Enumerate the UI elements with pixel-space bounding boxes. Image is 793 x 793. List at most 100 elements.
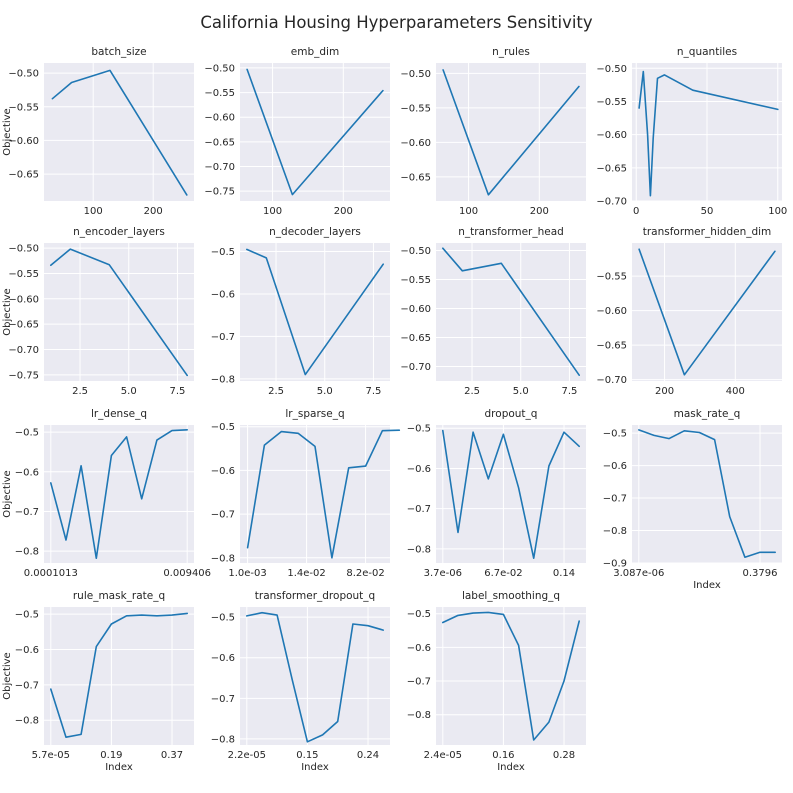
y-axis-label: Objective [2,470,13,517]
subplot-title: n_quantiles [677,46,737,58]
subplot-transformer-dropout-q: −0.5 −0.6 −0.7 −0.8 2.2e-05 0.15 0.24 transform… [211,590,390,773]
subplot-title: label_smoothing_q [462,590,560,602]
y-tick-label: −0.55 [400,275,431,286]
series-line [246,429,401,559]
series-line [246,248,385,376]
y-tick-label: −0.55 [596,272,627,283]
y-tick-label: −0.55 [8,269,39,280]
x-tick-label: 2.2e-05 [228,750,266,761]
y-tick-label: −0.60 [596,306,627,317]
y-tick-label: −0.65 [204,137,235,148]
x-tick-label: 0.24 [357,750,379,761]
series-line [442,69,580,196]
y-tick-label: −0.5 [211,422,235,433]
y-tick-label: −0.55 [204,88,235,99]
y-tick-label: −0.6 [211,289,235,300]
plot-background [436,243,586,381]
x-tick-label: 200 [530,206,549,217]
x-axis-label: Index [497,762,525,773]
y-tick-label: −0.6 [603,461,627,472]
series-line [637,429,777,559]
subplot-lr-sparse-q: −0.5 −0.6 −0.7 −0.8 1.0e-03 1.4e-02 8.2e-02 lr_… [211,408,401,579]
y-tick-label: −0.5 [407,609,431,620]
y-tick-label: −0.8 [15,547,39,558]
y-tick-label: −0.8 [211,734,235,745]
x-tick-label: 0.15 [296,750,318,761]
plot-background [44,243,194,381]
x-tick-label: 2.5 [72,386,88,397]
x-tick-label: 0.16 [492,750,514,761]
y-tick-label: −0.60 [204,113,235,124]
series-line [51,69,188,196]
plot-background [240,607,390,745]
y-tick-label: −0.50 [400,246,431,257]
y-tick-label: −0.60 [400,138,431,149]
y-tick-label: −0.55 [400,103,431,114]
y-tick-label: −0.75 [8,370,39,381]
y-tick-label: −0.70 [204,162,235,173]
y-tick-label: −0.50 [596,64,627,75]
plot-background [44,425,194,563]
series-line [441,247,581,377]
x-tick-label: 7.5 [561,386,577,397]
subplot-n-rules: −0.50 −0.55 −0.60 −0.65 100 200 n_rules [400,46,586,217]
y-tick-label: −0.65 [596,341,627,352]
y-tick-label: −0.60 [400,304,431,315]
x-tick-label: 0.3796 [743,568,778,579]
series-line [49,612,188,739]
series-line [441,429,581,560]
y-tick-label: −0.8 [407,544,431,555]
plot-background [436,607,586,745]
y-tick-label: −0.5 [603,429,627,440]
y-tick-label: −0.60 [8,294,39,305]
subplot-n-encoder-layers: −0.50 −0.55 −0.60 −0.65 −0.70 −0.75 2.5 5.0 7.5 n… [2,226,194,397]
x-tick-label: 100 [768,206,787,217]
x-tick-label: 5.0 [513,386,529,397]
y-tick-label: −0.7 [603,494,627,505]
y-tick-label: −0.8 [211,374,235,385]
y-tick-label: −0.7 [407,504,431,515]
subplot-emb-dim: −0.50 −0.55 −0.60 −0.65 −0.70 −0.75 100 200 emb_… [204,46,390,217]
y-tick-label: −0.50 [400,69,431,80]
y-tick-label: −0.60 [596,130,627,141]
y-tick-label: −0.50 [204,63,235,74]
y-tick-label: −0.7 [211,510,235,521]
subplot-transformer-hidden-dim: −0.55 −0.60 −0.65 −0.70 200 400 transformer_hi… [596,226,782,397]
y-tick-label: −0.8 [407,710,431,721]
x-tick-label: 100 [263,206,282,217]
y-tick-label: −0.6 [15,645,39,656]
x-tick-label: 200 [334,206,353,217]
x-axis-label: Index [301,762,329,773]
subplot-title: n_encoder_layers [73,226,165,238]
plot-background [44,607,194,745]
y-tick-label: −0.65 [596,163,627,174]
y-tick-label: −0.70 [596,375,627,386]
subplot-title: emb_dim [291,46,339,58]
y-tick-label: −0.6 [211,466,235,477]
plot-background [436,63,586,201]
x-tick-label: 200 [655,386,674,397]
y-tick-label: −0.65 [400,333,431,344]
y-tick-label: −0.8 [603,526,627,537]
x-tick-label: 2.4e-05 [424,750,462,761]
subplot-title: transformer_hidden_dim [643,226,772,238]
x-tick-label: 3.087e-06 [613,568,664,579]
series-line [638,70,779,197]
subplot-lr-dense-q: −0.5 −0.6 −0.7 −0.8 0.0001013 0.009406 lr_dens… [2,408,211,579]
y-axis-label: Objective [2,288,13,335]
y-tick-label: −0.70 [400,362,431,373]
y-tick-label: −0.6 [211,653,235,664]
subplot-title: lr_dense_q [91,408,147,420]
x-tick-label: 7.5 [365,386,381,397]
x-tick-label: 400 [726,386,745,397]
y-tick-label: −0.5 [15,610,39,621]
subplot-title: mask_rate_q [674,408,741,420]
x-tick-label: 2.5 [464,386,480,397]
y-tick-label: −0.6 [407,464,431,475]
x-tick-label: 5.7e-05 [32,750,70,761]
x-axis-label: Index [693,580,721,591]
x-tick-label: 0.009406 [163,568,211,579]
y-tick-label: −0.50 [8,69,39,80]
x-tick-label: 2.5 [268,386,284,397]
